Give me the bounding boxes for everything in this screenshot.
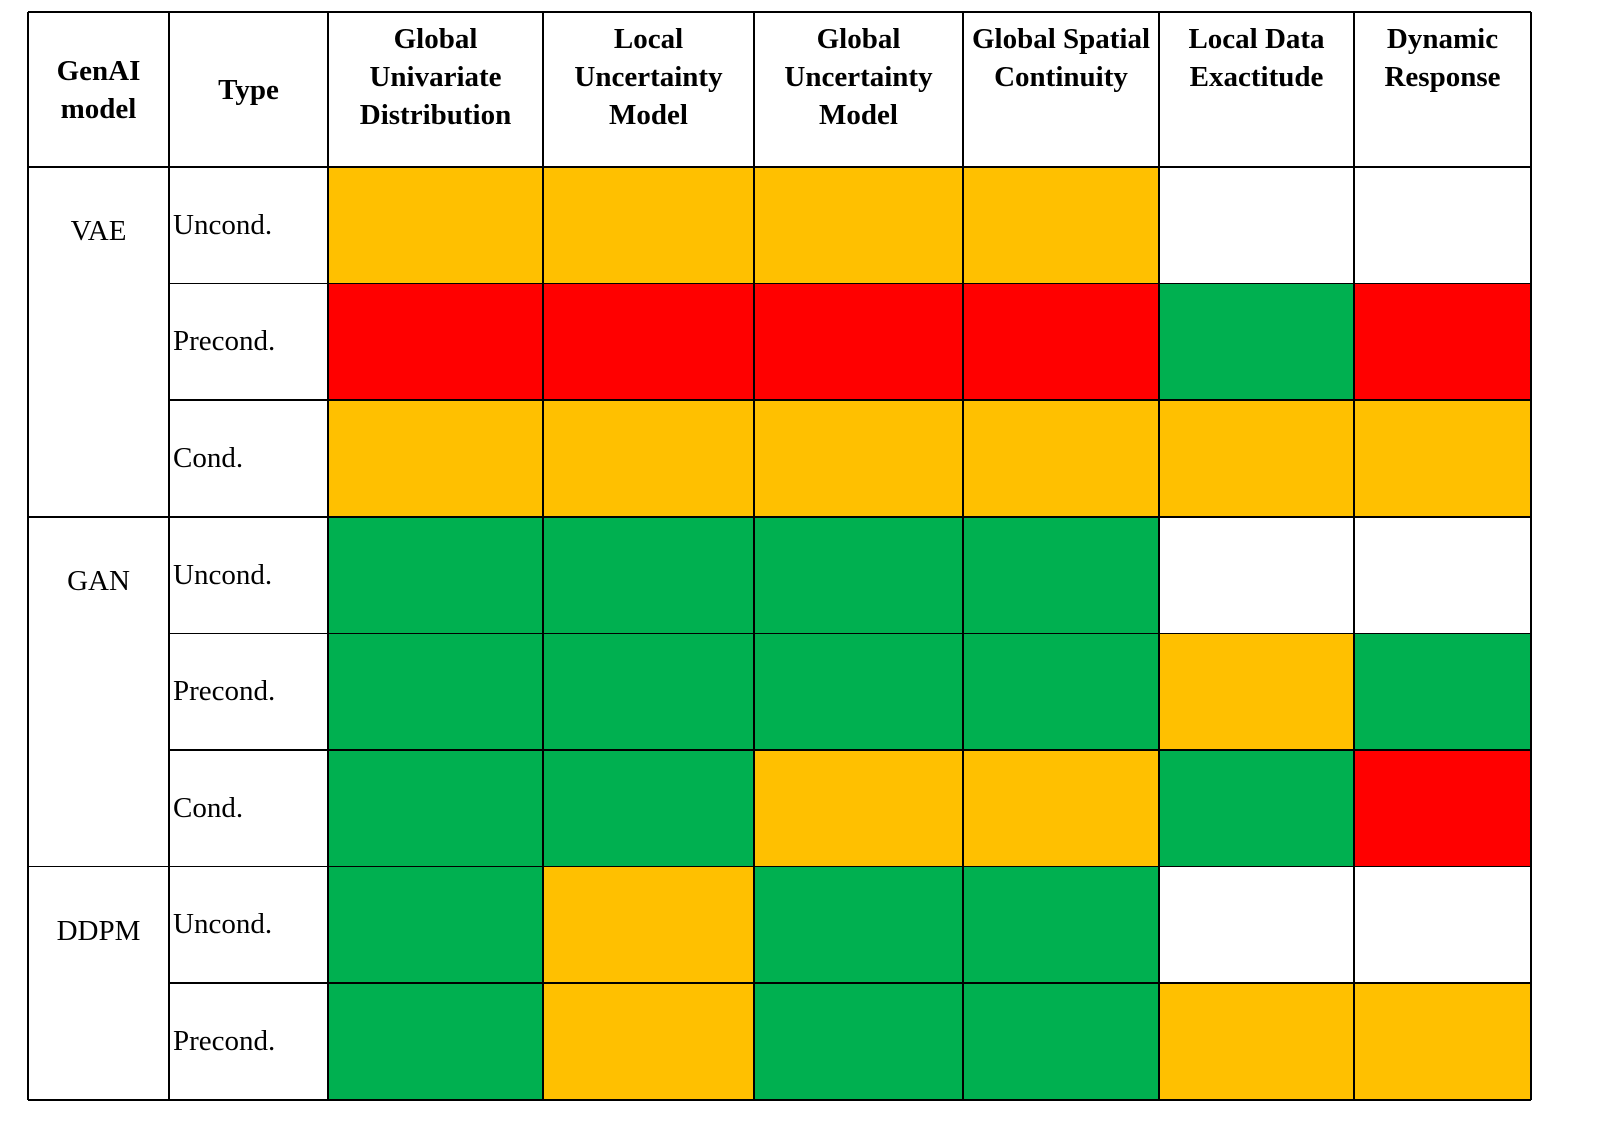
grid-line (168, 12, 170, 1100)
rating-cell-dynamic-response (1354, 400, 1531, 517)
grid-line (28, 516, 1531, 518)
rating-cell-dynamic-response (1354, 633, 1531, 750)
grid-line (28, 11, 1531, 13)
grid-line (28, 865, 1531, 868)
rating-cell-global-uncertainty-model (754, 167, 963, 284)
type-cell: Uncond. (173, 908, 273, 941)
grid-line (753, 12, 755, 1100)
rating-table: GenAI model Type Global Univariate Distrib… (27, 11, 1576, 1136)
rating-cell-local-uncertainty-model (543, 866, 754, 984)
model-cell-ddpm: DDPM (56, 914, 141, 947)
type-cell: Uncond. (173, 558, 273, 591)
header-type: Type (218, 73, 279, 106)
rating-cell-global-uncertainty-model (754, 750, 963, 867)
rating-cell-local-uncertainty-model (543, 516, 754, 634)
rating-cell-global-univariate-distribution (328, 633, 543, 750)
grid-line (1158, 12, 1160, 1100)
rating-cell-local-uncertainty-model (543, 400, 754, 517)
rating-cell-local-uncertainty-model (543, 750, 754, 867)
grid-line (962, 12, 964, 1100)
type-cell: Precond. (173, 675, 276, 708)
header-global-univariate-distribution: Global Univariate Distribution (359, 23, 512, 131)
grid-line (1530, 12, 1532, 1100)
grid-line (169, 399, 1531, 401)
rating-cell-global-spatial-continuity (963, 400, 1159, 517)
rating-cell-global-univariate-distribution (328, 866, 543, 984)
header-dynamic-response: Dynamic Response (1384, 23, 1501, 93)
rating-cell-local-uncertainty-model (543, 283, 754, 401)
rating-cell-global-uncertainty-model (754, 283, 963, 401)
rating-cell-global-univariate-distribution (328, 750, 543, 867)
rating-cell-global-spatial-continuity (963, 983, 1159, 1100)
rating-cell-global-spatial-continuity (963, 866, 1159, 984)
rating-cell-local-uncertainty-model (543, 983, 754, 1100)
model-cell-gan: GAN (67, 564, 130, 597)
rating-cell-local-data-exactitude (1159, 983, 1354, 1100)
rating-cell-dynamic-response (1354, 983, 1531, 1100)
rating-cell-local-data-exactitude (1159, 516, 1354, 634)
grid-line (327, 12, 329, 1100)
header-local-data-exactitude: Local Data Exactitude (1188, 23, 1325, 93)
rating-cell-dynamic-response (1354, 866, 1531, 984)
rating-cell-local-data-exactitude (1159, 866, 1354, 984)
rating-cell-global-spatial-continuity (963, 283, 1159, 401)
type-cell: Precond. (173, 1024, 276, 1057)
rating-cell-global-univariate-distribution (328, 516, 543, 634)
rating-cell-global-univariate-distribution (328, 400, 543, 517)
header-global-spatial-continuity: Global Spatial Continuity (971, 23, 1151, 93)
rating-cell-dynamic-response (1354, 167, 1531, 284)
grid-line (169, 749, 1531, 751)
grid-line (28, 1099, 1531, 1101)
rating-cell-global-uncertainty-model (754, 516, 963, 634)
grid-line (169, 282, 1531, 285)
rating-cell-global-spatial-continuity (963, 516, 1159, 634)
rating-cell-global-univariate-distribution (328, 983, 543, 1100)
rating-cell-global-spatial-continuity (963, 167, 1159, 284)
type-cell: Cond. (173, 791, 244, 824)
type-cell: Cond. (173, 441, 244, 474)
type-cell: Precond. (173, 325, 276, 358)
rating-cell-global-univariate-distribution (328, 283, 543, 401)
grid-line (169, 982, 1531, 984)
rating-cell-local-data-exactitude (1159, 400, 1354, 517)
header-local-uncertainty-model: Local Uncertainty Model (574, 23, 723, 131)
rating-cell-local-uncertainty-model (543, 633, 754, 750)
rating-cell-global-univariate-distribution (328, 167, 543, 284)
grid-line (28, 166, 1531, 168)
rating-cell-global-uncertainty-model (754, 983, 963, 1100)
grid-line (542, 12, 544, 1100)
model-cell-vae: VAE (70, 215, 127, 247)
rating-cell-local-data-exactitude (1159, 283, 1354, 401)
header-global-uncertainty-model: Global Uncertainty Model (784, 23, 933, 131)
rating-cell-dynamic-response (1354, 750, 1531, 867)
rating-cell-dynamic-response (1354, 516, 1531, 634)
rating-cell-local-data-exactitude (1159, 750, 1354, 867)
rating-cell-global-uncertainty-model (754, 400, 963, 517)
rating-cell-global-uncertainty-model (754, 866, 963, 984)
rating-cell-global-spatial-continuity (963, 633, 1159, 750)
grid-line (169, 632, 1531, 635)
rating-cell-global-uncertainty-model (754, 633, 963, 750)
header-model: GenAI model (56, 54, 141, 125)
rating-cell-global-spatial-continuity (963, 750, 1159, 867)
type-cell: Uncond. (173, 208, 273, 241)
rating-cell-dynamic-response (1354, 283, 1531, 401)
grid-line (27, 12, 29, 1100)
rating-cell-local-data-exactitude (1159, 167, 1354, 284)
grid-line (1353, 12, 1355, 1100)
rating-cell-local-uncertainty-model (543, 167, 754, 284)
rating-cell-local-data-exactitude (1159, 633, 1354, 750)
